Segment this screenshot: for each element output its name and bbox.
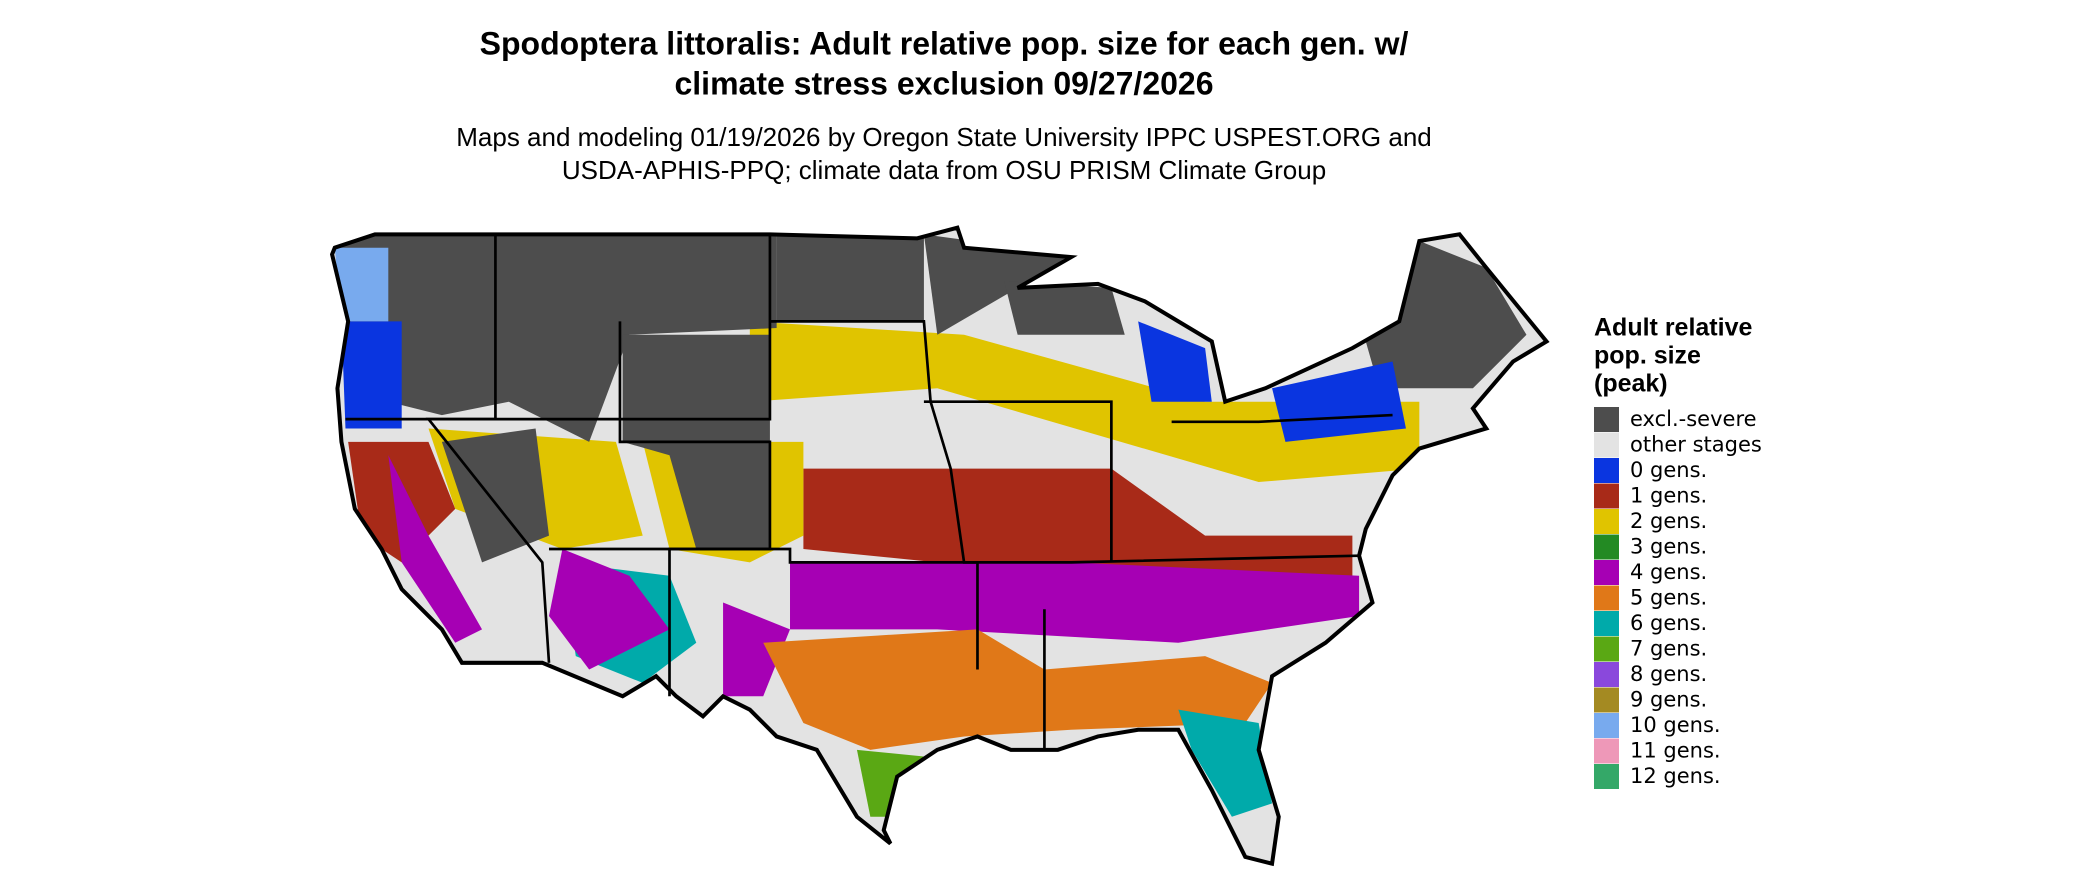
state-borders — [345, 234, 1393, 750]
map-region — [803, 468, 1353, 576]
border — [548, 547, 979, 670]
legend-label: 6 gens. — [1630, 611, 1707, 635]
map-region — [1365, 241, 1527, 389]
legend-label: 0 gens. — [1630, 458, 1707, 482]
map-region — [723, 602, 791, 697]
map-region — [790, 562, 1360, 643]
legend-label: 2 gens. — [1630, 509, 1707, 533]
legend-swatch — [1594, 764, 1619, 789]
map-region — [1178, 709, 1273, 817]
legend-swatch — [1594, 662, 1619, 687]
border — [618, 321, 772, 697]
map-region — [334, 234, 777, 442]
titles: Spodoptera littoralis: Adult relative po… — [456, 25, 1432, 184]
map-region — [1272, 361, 1406, 442]
legend-label: 3 gens. — [1630, 535, 1707, 559]
map-region — [763, 629, 1273, 750]
legend-label: 7 gens. — [1630, 637, 1707, 661]
legend-swatch — [1594, 483, 1619, 509]
border — [923, 400, 1113, 563]
map-region — [776, 234, 924, 322]
chart-title: Spodoptera littoralis: Adult relative po… — [480, 25, 1409, 61]
legend-swatch — [1594, 458, 1619, 483]
map-region — [334, 247, 389, 322]
legend-swatch — [1594, 407, 1619, 432]
legend-label: 5 gens. — [1630, 586, 1707, 610]
map-region — [1138, 321, 1212, 402]
legend-swatch — [1594, 738, 1619, 764]
legend-title: pop. size — [1594, 342, 1701, 370]
border — [1171, 413, 1393, 424]
map-region — [548, 548, 670, 670]
legend-label: 10 gens. — [1630, 713, 1721, 737]
legend-label: 4 gens. — [1630, 560, 1707, 584]
legend-swatch — [1594, 585, 1619, 611]
chart-subtitle: USDA-APHIS-PPQ; climate data from OSU PR… — [562, 155, 1326, 185]
map-region — [441, 428, 549, 563]
map-regions — [332, 227, 1547, 864]
legend-swatch — [1594, 611, 1619, 636]
legend-title: (peak) — [1594, 370, 1668, 398]
legend-swatch — [1594, 713, 1619, 738]
border — [425, 234, 551, 663]
legend-swatch — [1594, 636, 1619, 662]
legend-swatch — [1594, 432, 1619, 458]
chart-title: climate stress exclusion 09/27/2026 — [674, 65, 1213, 101]
legend-label: 1 gens. — [1630, 484, 1707, 508]
chart-subtitle: Maps and modeling 01/19/2026 by Oregon S… — [456, 122, 1432, 152]
legend-title: Adult relative — [1594, 314, 1752, 342]
map-region — [1004, 281, 1125, 335]
legend-swatch — [1594, 534, 1619, 560]
map-region — [341, 321, 402, 429]
legend-label: other stages — [1630, 433, 1762, 457]
border — [769, 320, 1360, 564]
legend-label: 12 gens. — [1630, 764, 1721, 788]
map-region — [923, 234, 1072, 335]
legend-label: 8 gens. — [1630, 662, 1707, 686]
legend-label: excl.-severe — [1630, 407, 1757, 431]
map-region — [388, 455, 483, 643]
legend-swatch — [1594, 687, 1619, 713]
map — [321, 214, 1566, 892]
legend-label: 9 gens. — [1630, 688, 1707, 712]
legend-label: 11 gens. — [1630, 739, 1721, 763]
legend-swatch — [1594, 560, 1619, 585]
legend-swatch — [1594, 509, 1619, 534]
